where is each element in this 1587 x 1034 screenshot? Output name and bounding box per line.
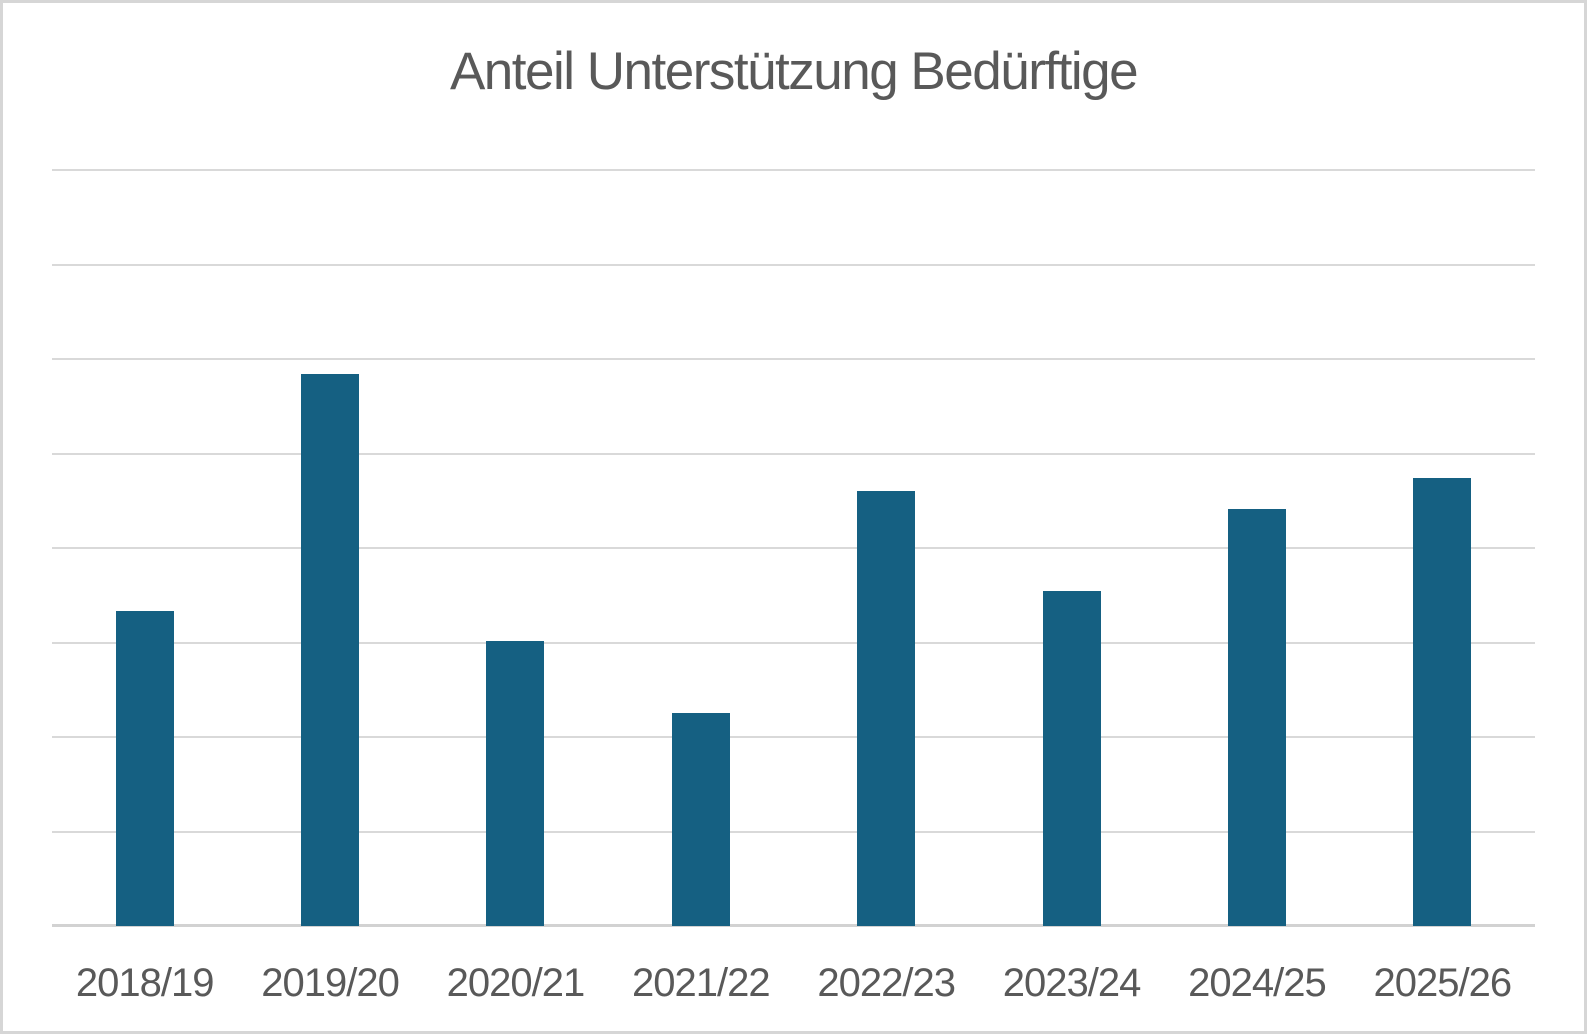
bar	[486, 640, 545, 926]
chart-title: Anteil Unterstützung Bedürftige	[449, 42, 1139, 101]
bar	[857, 491, 916, 926]
x-axis-label: 2020/21	[446, 961, 586, 1005]
bar-slot	[979, 170, 1164, 926]
x-axis-label: 2025/26	[1373, 961, 1513, 1005]
gridline	[52, 452, 1535, 455]
x-axis-label: 2019/20	[261, 961, 400, 1005]
bar	[1413, 478, 1472, 926]
gridline	[52, 263, 1535, 266]
x-axis-label: 2018/19	[75, 961, 215, 1005]
plot-area	[52, 169, 1535, 927]
bar-slot	[237, 170, 422, 926]
x-axis-line	[52, 924, 1535, 927]
bar	[115, 611, 174, 926]
x-axis-label: 2021/22	[632, 961, 771, 1005]
bar	[1042, 590, 1101, 926]
bar	[1227, 509, 1286, 926]
bar-slot	[423, 170, 608, 926]
bar-slot	[1350, 170, 1535, 926]
gridline	[52, 736, 1535, 738]
gridline	[52, 547, 1535, 549]
x-axis-labels: 2018/19 2019/20 2020/21 2021/22 2022/23 2023/…	[52, 929, 1535, 1009]
bar-slot	[52, 170, 237, 926]
bar-slot	[1164, 170, 1349, 926]
x-axis-label: 2022/23	[817, 961, 956, 1005]
x-axis-label: 2023/24	[1002, 961, 1142, 1005]
gridline	[52, 169, 1535, 171]
bar	[301, 374, 360, 926]
gridline	[52, 641, 1535, 644]
x-axis-label: 2024/25	[1188, 961, 1327, 1005]
bar	[671, 713, 730, 926]
gridline	[52, 358, 1535, 360]
bar-slot	[794, 170, 979, 926]
bar-slot	[608, 170, 793, 926]
gridline	[52, 830, 1535, 833]
